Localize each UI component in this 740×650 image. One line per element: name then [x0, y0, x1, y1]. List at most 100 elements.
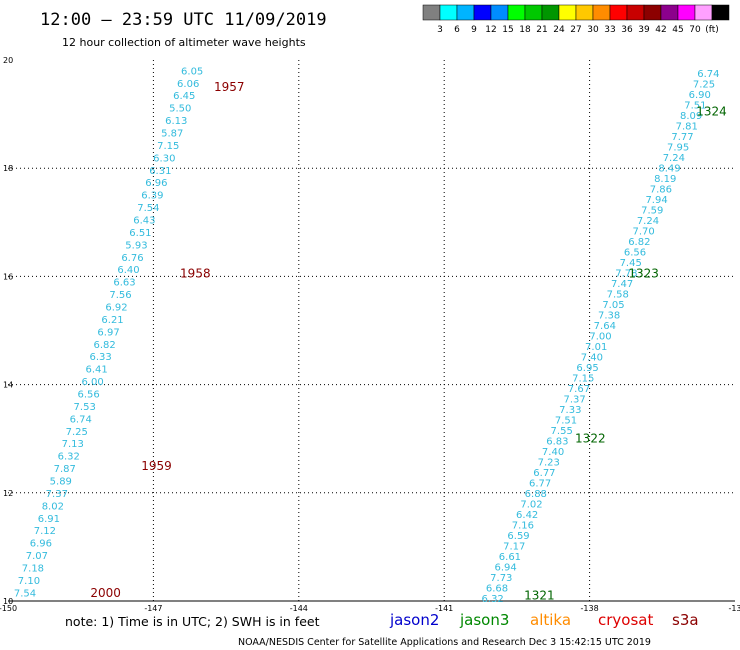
- colorbar-label: 27: [570, 25, 581, 35]
- wave-height-point: 7.10: [18, 576, 40, 587]
- colorbar-label: 12: [485, 25, 496, 35]
- wave-height-point: 7.95: [667, 142, 689, 153]
- pass-label: 1324: [696, 104, 727, 118]
- colorbar-swatch: [541, 4, 560, 21]
- wave-height-point: 7.81: [676, 122, 698, 133]
- colorbar-label: 30: [587, 25, 599, 35]
- colorbar-swatch: [558, 4, 577, 21]
- wave-height-point: 6.63: [113, 278, 135, 289]
- wave-height-point: 7.51: [555, 415, 577, 426]
- wave-height-point: 6.88: [525, 489, 547, 500]
- wave-height-point: 8.09: [680, 111, 702, 122]
- colorbar-swatch: [439, 4, 458, 21]
- wave-height-point: 7.24: [663, 153, 685, 164]
- x-tick-label: -150: [0, 604, 17, 613]
- wave-height-point: 6.96: [145, 178, 167, 189]
- wave-height-point: 7.23: [538, 457, 560, 468]
- wave-height-point: 7.59: [641, 205, 663, 216]
- wave-height-point: 6.43: [133, 215, 155, 226]
- colorbar-label: 3: [437, 25, 443, 35]
- colorbar-swatch: [626, 4, 645, 21]
- colorbar-label: 18: [519, 25, 531, 35]
- wave-height-point: 6.90: [689, 90, 711, 101]
- colorbar-label: 24: [553, 25, 565, 35]
- wave-height-point: 6.77: [533, 468, 555, 479]
- pass-label: 2000: [90, 586, 121, 600]
- wave-height-point: 7.87: [54, 464, 76, 475]
- colorbar-label: 15: [502, 25, 513, 35]
- wave-height-point: 6.42: [516, 510, 538, 521]
- wave-height-point: 6.76: [121, 253, 143, 264]
- pass-label: 1323: [628, 267, 659, 281]
- wave-height-point: 6.95: [576, 363, 598, 374]
- colorbar-swatch: [490, 4, 509, 21]
- wave-height-point: 6.97: [97, 327, 119, 338]
- satellite-name: jason2: [389, 611, 439, 629]
- colorbar-label: 33: [604, 25, 615, 35]
- y-tick-label: 16: [3, 272, 13, 281]
- wave-height-point: 7.07: [26, 551, 48, 562]
- wave-height-point: 6.77: [529, 478, 551, 489]
- wave-height-point: 7.00: [589, 331, 611, 342]
- footer-note: note: 1) Time is in UTC; 2) SWH is in fe…: [65, 614, 320, 629]
- wave-height-point: 7.40: [542, 447, 564, 458]
- wave-height-point: 7.86: [650, 184, 672, 195]
- wave-height-point: 6.32: [58, 452, 80, 463]
- wave-height-point: 7.37: [563, 394, 585, 405]
- wave-height-point: 7.12: [34, 526, 56, 537]
- wave-height-point: 7.40: [581, 352, 603, 363]
- colorbar-label: 70: [689, 25, 701, 35]
- colorbar-swatch: [609, 4, 628, 21]
- chart-subtitle: 12 hour collection of altimeter wave hei…: [62, 36, 306, 49]
- satellite-name: s3a: [672, 611, 699, 629]
- wave-height-point: 6.74: [70, 414, 92, 425]
- wave-height-point: 8.02: [42, 501, 64, 512]
- pass-label: 1322: [575, 432, 606, 446]
- wave-height-point: 6.82: [93, 340, 115, 351]
- wave-height-point: 7.55: [551, 426, 573, 437]
- colorbar-swatch: [660, 4, 679, 21]
- colorbar-swatch: [507, 4, 526, 21]
- wave-height-point: 7.51: [684, 101, 706, 112]
- wave-height-point: 7.02: [520, 499, 542, 510]
- pass-label: 1959: [141, 459, 172, 473]
- wave-height-point: 6.00: [82, 377, 104, 388]
- y-tick-label: 10: [3, 597, 13, 606]
- wave-height-point: 6.41: [85, 365, 107, 376]
- wave-height-point: 6.06: [177, 79, 199, 90]
- footer-credit: NOAA/NESDIS Center for Satellite Applica…: [238, 637, 651, 648]
- wave-height-point: 6.68: [486, 583, 508, 594]
- chart-title: 12:00 – 23:59 UTC 11/09/2019: [40, 10, 327, 30]
- colorbar-swatch: [677, 4, 696, 21]
- x-tick-label: -147: [144, 604, 162, 613]
- wave-height-point: 6.30: [153, 153, 175, 164]
- wave-height-point: 7.56: [109, 290, 131, 301]
- pass-label: 1958: [180, 267, 211, 281]
- wave-height-point: 6.45: [173, 91, 195, 102]
- colorbar-label: 36: [621, 25, 633, 35]
- colorbar-swatch: [711, 4, 730, 21]
- x-tick-label: -13: [728, 604, 740, 613]
- colorbar-swatch: [694, 4, 713, 21]
- wave-height-point: 6.05: [181, 66, 203, 77]
- colorbar-swatch: [456, 4, 475, 21]
- wave-height-point: 6.59: [507, 531, 529, 542]
- wave-height-point: 6.96: [30, 539, 52, 550]
- wave-height-point: 5.89: [50, 477, 72, 488]
- wave-height-point: 7.24: [637, 216, 659, 227]
- wave-height-point: 6.39: [141, 191, 163, 202]
- colorbar-label: 21: [536, 25, 547, 35]
- colorbar-swatch: [592, 4, 611, 21]
- wave-height-point: 7.01: [585, 342, 607, 353]
- wave-height-point: 7.38: [598, 310, 620, 321]
- wave-height-point: 6.56: [78, 390, 100, 401]
- wave-height-point: 7.53: [74, 402, 96, 413]
- colorbar-swatch: [422, 4, 441, 21]
- wave-height-point: 7.67: [568, 384, 590, 395]
- wave-height-point: 6.33: [89, 352, 111, 363]
- colorbar-label: 45: [672, 25, 683, 35]
- plot-area: -150 -147 -144 -141 -138 -131012141618207.547…: [0, 56, 740, 613]
- colorbar-legend: 3 6 9 12 15 18 21 24 27 30 33 36 39 42 45 70 (ft): [422, 4, 730, 35]
- wave-height-point: 7.15: [572, 373, 594, 384]
- x-tick-label: -144: [290, 604, 308, 613]
